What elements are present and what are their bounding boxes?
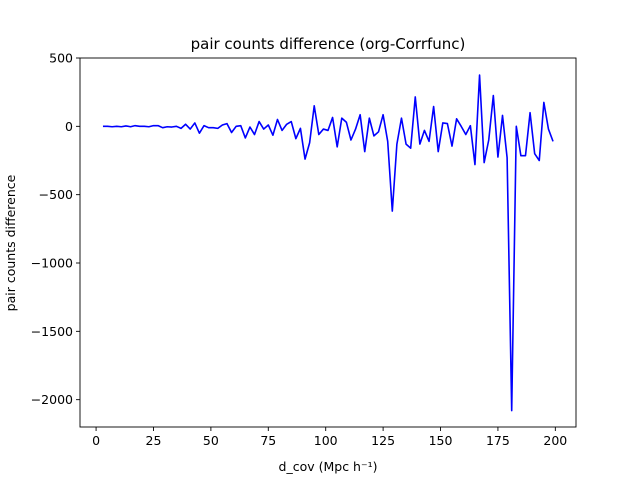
x-tick-label: 25 [146, 433, 162, 448]
y-tick-label: −500 [39, 187, 73, 202]
y-tick-label: −1500 [31, 324, 73, 339]
x-tick-label: 125 [371, 433, 395, 448]
x-tick-label: 200 [543, 433, 567, 448]
series-line-0 [102, 74, 554, 412]
x-tick-label: 75 [260, 433, 276, 448]
y-axis-label: pair counts difference [3, 174, 18, 311]
x-tick-label: 0 [92, 433, 100, 448]
y-tick-label: 500 [49, 51, 73, 66]
x-axis-label: d_cov (Mpc h⁻¹) [279, 459, 378, 474]
x-axis: 0 25 50 75 100 125 150 175 200 [92, 427, 567, 448]
y-tick-label: −2000 [31, 392, 73, 407]
plot-frame [79, 57, 577, 428]
y-tick-label: 0 [65, 119, 73, 134]
plot-area [79, 57, 577, 428]
x-tick-label: 50 [203, 433, 219, 448]
x-tick-label: 150 [429, 433, 453, 448]
chart-title: pair counts difference (org-Corrfunc) [191, 35, 466, 53]
y-axis: 500 0 −500 −1000 −1500 −2000 [31, 51, 80, 407]
x-tick-label: 100 [314, 433, 338, 448]
y-tick-label: −1000 [31, 256, 73, 271]
x-tick-label: 175 [486, 433, 510, 448]
